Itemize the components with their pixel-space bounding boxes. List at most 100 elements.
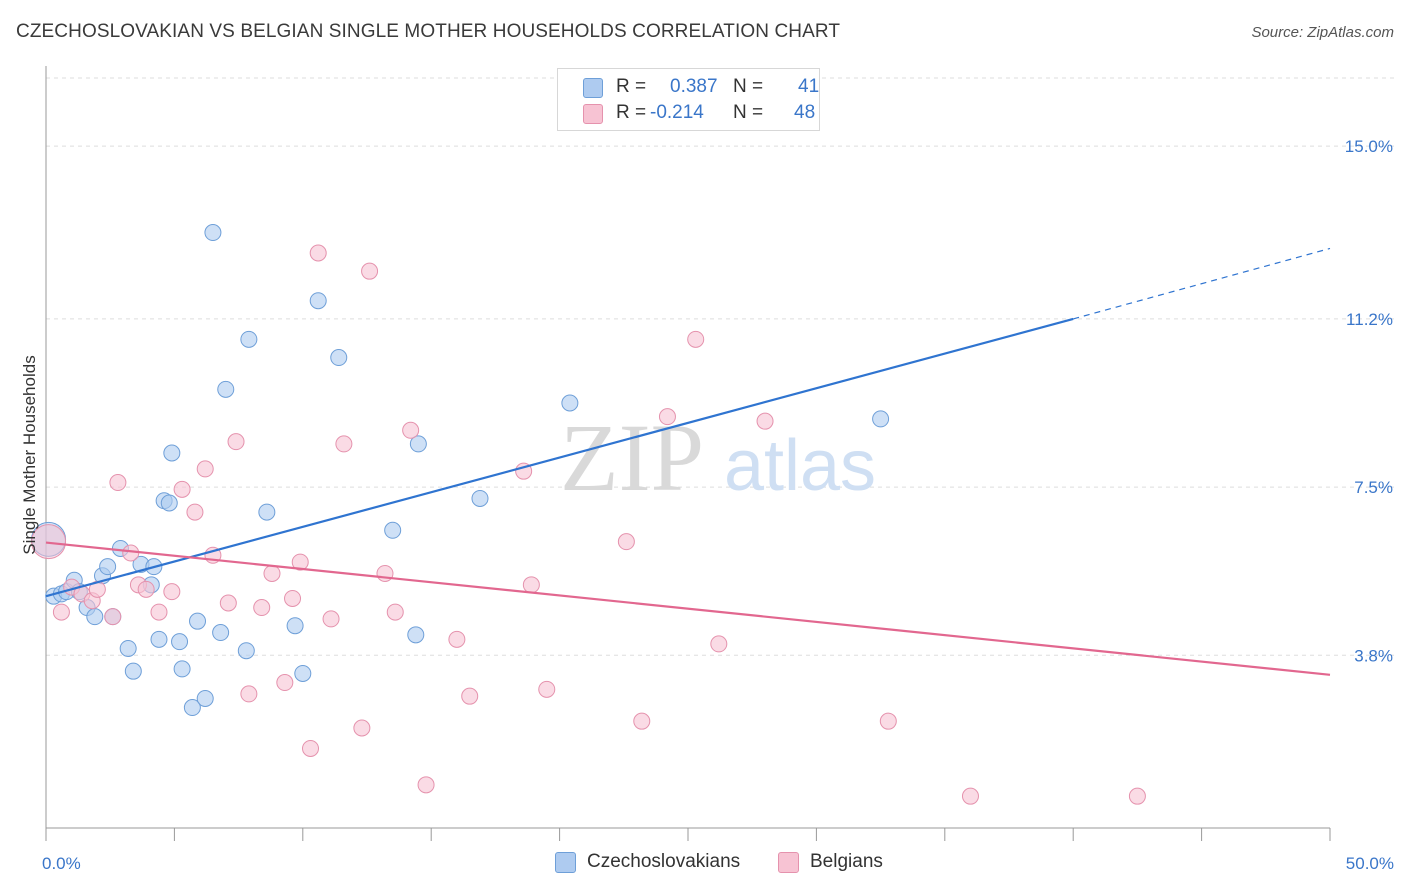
belgian-legend-label: Belgians <box>810 851 883 872</box>
belgian-point <box>137 580 155 598</box>
czech-point <box>183 699 201 717</box>
belgian-point <box>253 599 271 617</box>
belgian-point <box>163 583 181 601</box>
belgian-point <box>322 610 340 628</box>
belgian-point <box>122 544 140 562</box>
belgian-point <box>756 412 774 430</box>
legend-r-value: 0.387 <box>670 76 718 97</box>
belgian-point <box>335 435 353 453</box>
trend-layer <box>45 247 1331 676</box>
belgian-point <box>522 576 540 594</box>
czech-point <box>189 612 207 630</box>
belgian-point <box>361 262 379 280</box>
czech-trend-extension <box>1073 247 1331 320</box>
source-label: Source: ZipAtlas.com <box>1251 24 1394 41</box>
axis-layer <box>45 66 1331 841</box>
belgian-point <box>961 787 979 805</box>
belgian-point <box>219 594 237 612</box>
belgian-point <box>276 674 294 692</box>
legend-n-value: 41 <box>798 76 820 97</box>
legend-r-value: -0.214 <box>650 102 704 123</box>
czech-point <box>160 494 178 512</box>
czech-point <box>872 410 890 428</box>
y-tick-label: 3.8% <box>1354 646 1393 665</box>
czech-point <box>258 503 276 521</box>
belgian-point <box>31 524 67 560</box>
belgian-point <box>710 635 728 653</box>
y-tick-label: 11.2% <box>1346 310 1393 329</box>
czech-point <box>561 394 579 412</box>
belgian-trend-line <box>45 541 1331 676</box>
czech-legend-label: Czechoslovakians <box>587 851 741 872</box>
belgian-point <box>240 685 258 703</box>
czech-point <box>163 444 181 462</box>
czech-point <box>294 664 312 682</box>
belgian-point <box>173 480 191 498</box>
legend-r-label: R = <box>616 102 647 123</box>
czech-point <box>99 558 117 576</box>
belgian-point <box>196 460 214 478</box>
belgian-point <box>658 408 676 426</box>
belgian-point <box>263 564 281 582</box>
belgian-point <box>353 719 371 737</box>
belgian-point <box>302 739 320 757</box>
belgian-point <box>386 603 404 621</box>
belgian-point <box>284 589 302 607</box>
czech-point <box>330 349 348 367</box>
correlation-legend: R = 0.387 N = 41 R = -0.214 N = 48 <box>557 68 820 131</box>
czech-point <box>119 639 137 657</box>
belgian-point <box>538 680 556 698</box>
czech-point <box>384 521 402 539</box>
y-tick-label: 7.5% <box>1354 478 1393 497</box>
belgian-point <box>186 503 204 521</box>
y-tick-label: 15.0% <box>1345 137 1393 156</box>
czech-point <box>212 624 230 642</box>
czech-point <box>86 608 104 626</box>
czech-point <box>409 435 427 453</box>
czech-point <box>173 660 191 678</box>
belgian-swatch <box>583 104 603 124</box>
czech-point <box>309 292 327 310</box>
chart-title: CZECHOSLOVAKIAN VS BELGIAN SINGLE MOTHER… <box>16 21 841 42</box>
czech-trend-line <box>45 317 1074 598</box>
belgian-point <box>227 433 245 451</box>
belgian-point <box>52 603 70 621</box>
points-layer <box>31 224 1146 805</box>
legend-n-label: N = <box>733 76 764 97</box>
belgian-point <box>617 533 635 551</box>
legend-n-value: 48 <box>794 102 816 123</box>
czech-legend-swatch <box>555 852 576 873</box>
legend-r-label: R = <box>616 76 647 97</box>
belgian-point <box>150 603 168 621</box>
belgian-point <box>104 608 122 626</box>
czech-point <box>286 617 304 635</box>
watermark: ZIP atlas <box>560 404 876 511</box>
czech-point <box>237 642 255 660</box>
belgian-point <box>109 474 127 492</box>
grid-layer <box>46 77 1394 656</box>
belgian-legend-swatch <box>778 852 799 873</box>
watermark-atlas: atlas <box>724 426 876 506</box>
czech-point <box>124 662 142 680</box>
belgian-point <box>461 687 479 705</box>
legend-n-label: N = <box>733 102 764 123</box>
czech-point <box>217 380 235 398</box>
czech-point <box>204 224 222 242</box>
czech-swatch <box>583 78 603 98</box>
czech-point <box>471 489 489 507</box>
belgian-point <box>1128 787 1146 805</box>
x-tick-label: 0.0% <box>42 854 81 873</box>
watermark-zip: ZIP <box>560 404 704 511</box>
belgian-point <box>633 712 651 730</box>
belgian-point <box>879 712 897 730</box>
belgian-point <box>309 244 327 262</box>
czech-point <box>171 633 189 651</box>
czech-point <box>150 630 168 648</box>
belgian-point <box>402 421 420 439</box>
x-tick-label: 50.0% <box>1346 854 1394 873</box>
belgian-point <box>448 630 466 648</box>
czech-point <box>407 626 425 644</box>
belgian-point <box>291 553 309 571</box>
czech-point <box>240 330 258 348</box>
